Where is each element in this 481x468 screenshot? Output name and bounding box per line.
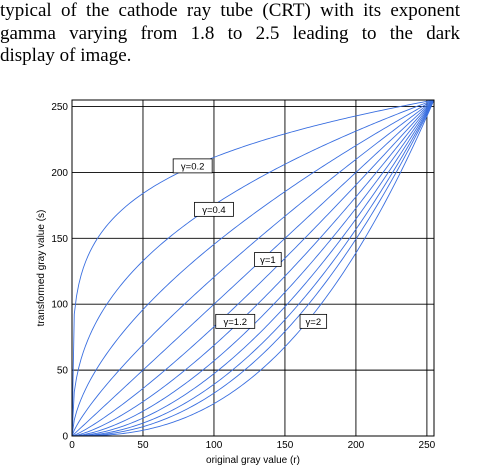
gamma-curve: [71, 99, 435, 437]
gamma-label-text: γ=1.2: [223, 317, 247, 328]
grid: [71, 100, 434, 437]
gamma-curve: [72, 99, 435, 437]
y-axis-label: transformed gray value (s): [36, 210, 47, 327]
y-tick-label: 200: [51, 168, 68, 179]
gamma-label: γ=1: [254, 252, 282, 267]
text-line-3: display of image.: [0, 45, 132, 66]
x-tick-label: 0: [69, 440, 75, 451]
gamma-label: γ=2: [299, 313, 328, 329]
gamma-curve: [71, 99, 435, 437]
gamma-label-box: [194, 201, 234, 217]
x-tick-label: 150: [277, 440, 294, 451]
gamma-label-box: [172, 158, 213, 174]
gamma-label-text: γ=0.4: [202, 205, 226, 216]
y-tick-label: 150: [51, 234, 68, 245]
gamma-label: γ=0.2: [172, 158, 213, 174]
gamma-label-box: [254, 252, 282, 267]
curves: [71, 99, 435, 437]
gamma-label-text: γ=1: [260, 255, 276, 266]
gamma-label: γ=0.4: [194, 201, 234, 217]
text-line-2: gamma varying from 1.8 to 2.5 leading to…: [0, 22, 460, 44]
gamma-curve: [72, 99, 435, 437]
x-tick-label: 50: [137, 440, 149, 451]
gamma-label-text: γ=2: [306, 317, 322, 328]
plot-frame: [71, 99, 435, 437]
gamma-curve: [71, 99, 435, 437]
gamma-curve: [71, 99, 435, 437]
ticks: 0 50 100 150 200 250 0 50 100 150 200 250: [51, 102, 435, 451]
text-line-1: typical of the cathode ray tube (CRT) wi…: [0, 0, 460, 21]
y-tick-label: 250: [51, 102, 68, 113]
body-text: typical of the cathode ray tube (CRT) wi…: [0, 0, 460, 68]
x-tick-label: 200: [348, 440, 365, 451]
gamma-label-text: γ=0.2: [181, 161, 205, 172]
y-tick-label: 0: [62, 432, 68, 443]
gamma-label: γ=1.2: [215, 313, 256, 329]
x-axis-label: original gray value (r): [206, 455, 300, 466]
gamma-curve: [71, 99, 435, 437]
x-tick-label: 100: [206, 440, 223, 451]
y-tick-label: 50: [57, 366, 69, 377]
gamma-curve: [71, 99, 435, 437]
gamma-curve: [71, 99, 435, 437]
x-tick-label: 250: [419, 440, 436, 451]
gamma-curve: [71, 99, 435, 437]
annotations: γ=0.2 γ=0.4 γ=1 γ=1.2 γ=2: [172, 158, 328, 329]
gamma-curve: [71, 99, 435, 437]
gamma-label-box: [215, 313, 256, 329]
y-tick-label: 100: [51, 300, 68, 311]
gamma-label-box: [299, 313, 328, 329]
